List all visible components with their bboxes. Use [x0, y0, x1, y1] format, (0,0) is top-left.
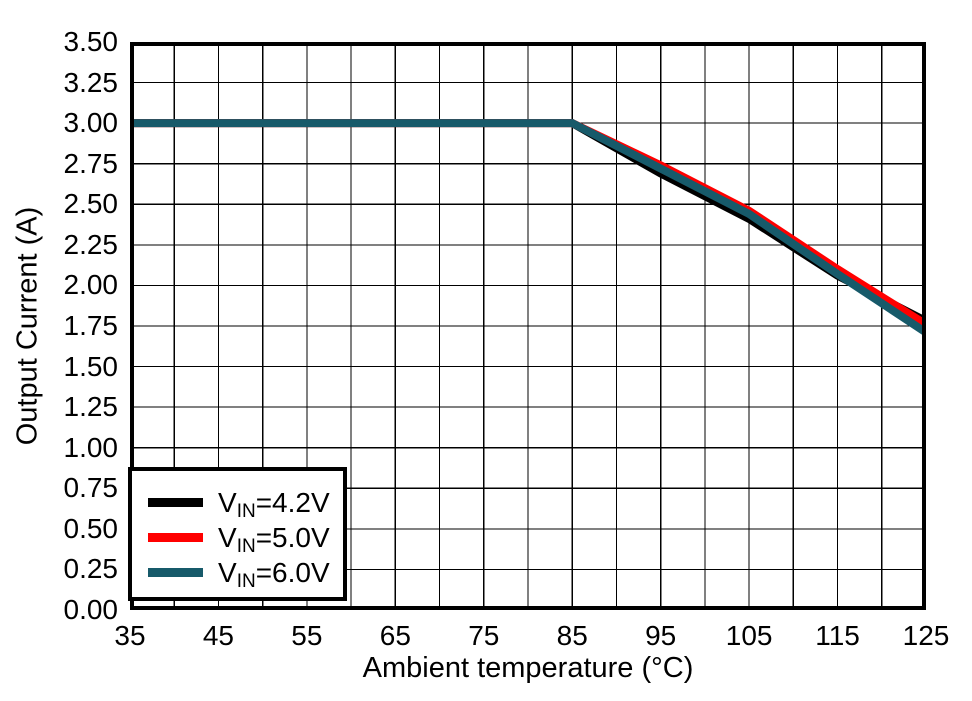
legend-label-1: VIN=5.0V: [218, 521, 330, 557]
legend-swatch-2: [148, 568, 203, 577]
x-tick-label: 55: [291, 620, 323, 651]
y-tick-label: 1.75: [63, 310, 119, 341]
y-tick-label: 3.50: [63, 26, 119, 57]
y-tick-label: 2.50: [63, 188, 119, 220]
x-tick-label: 75: [468, 620, 500, 651]
series-line-2: [130, 119, 926, 336]
y-tick-label: 0.75: [63, 472, 119, 504]
y-tick-label: 1.50: [63, 350, 119, 382]
plot-area: [130, 42, 926, 610]
y-tick-label: 0.50: [63, 512, 119, 544]
y-tick-label: 1.00: [63, 431, 119, 463]
y-tick-label: 3.25: [63, 66, 119, 98]
plot-frame: [130, 42, 926, 610]
y-tick-label: 0.25: [63, 553, 119, 585]
legend-item-1: VIN=5.0V: [148, 520, 343, 557]
x-tick-label: 115: [815, 620, 860, 651]
legend-label-2: VIN=6.0V: [218, 556, 330, 592]
legend-label-0: VIN=4.2V: [218, 486, 330, 522]
plot-canvas: [130, 42, 926, 610]
x-tick-label: 125: [902, 620, 950, 651]
legend-swatch-1: [148, 533, 203, 542]
y-tick-label: 2.00: [63, 269, 119, 301]
y-tick-label: 0.00: [63, 594, 119, 625]
y-tick-label: 1.25: [63, 391, 119, 423]
x-axis-title: Ambient temperature (°C): [362, 652, 694, 684]
legend-item-2: VIN=6.0V: [148, 555, 343, 592]
x-tick-label: 85: [556, 620, 588, 651]
legend: VIN=4.2V VIN=5.0V VIN=6.0V: [128, 467, 347, 601]
x-tick-label: 95: [645, 620, 677, 651]
x-tick-label: 65: [379, 620, 411, 651]
x-tick-label: 35: [114, 620, 146, 651]
legend-item-0: VIN=4.2V: [148, 485, 343, 522]
x-tick-label: 105: [725, 620, 773, 651]
legend-swatch-0: [148, 498, 203, 507]
x-tick-label: 45: [202, 620, 235, 651]
y-tick-label: 2.75: [63, 147, 119, 179]
y-tick-label: 2.25: [63, 228, 119, 260]
y-tick-label: 3.00: [63, 107, 119, 139]
